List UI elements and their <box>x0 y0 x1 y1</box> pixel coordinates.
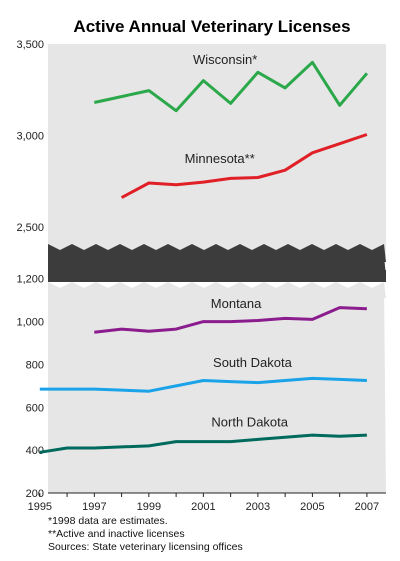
series-label-montana: Montana <box>211 296 262 311</box>
series-label-north-dakota: North Dakota <box>211 415 288 430</box>
panel-top: 3,500 3,000 2,500 Wisconsin* Minnesota** <box>16 39 369 234</box>
series-line-north-dakota <box>39 433 367 454</box>
series-line-wisconsin <box>93 60 369 113</box>
series-label-south-dakota: South Dakota <box>213 355 293 370</box>
y-tick-label-bottom: 200 <box>26 488 44 500</box>
y-tick-label-bottom: 400 <box>26 445 44 457</box>
footnote-3: Sources: State veterinary licensing offi… <box>48 541 243 553</box>
x-tick-label: 2005 <box>300 501 324 513</box>
series-line-minnesota <box>120 133 368 199</box>
y-tick-label-bottom: 800 <box>26 359 44 371</box>
y-tick-label-bottom: 1,000 <box>16 317 44 329</box>
panel-bottom-edge <box>48 282 386 298</box>
series-label-wisconsin: Wisconsin* <box>193 52 257 67</box>
x-tick-label: 1999 <box>137 501 161 513</box>
panel-top-background <box>48 44 386 256</box>
panel-bottom-background <box>48 282 386 493</box>
x-tick-label: 1995 <box>28 501 52 513</box>
x-axis: 1995 1997 1999 2001 2003 2005 2007 <box>28 492 386 513</box>
x-tick-label: 2007 <box>355 501 379 513</box>
x-tick-label: 2003 <box>246 501 270 513</box>
footnote-1: *1998 data are estimates. <box>48 515 168 527</box>
y-tick-label-bottom: 600 <box>26 402 44 414</box>
footnote-2: **Active and inactive licenses <box>48 528 185 540</box>
series-line-montana <box>94 306 367 334</box>
footnotes: *1998 data are estimates. **Active and i… <box>48 515 243 554</box>
panel-bottom: 1,200 1,000 800 600 400 200 Montana South Dakot… <box>16 274 367 500</box>
x-tick-label: 1997 <box>82 501 106 513</box>
axis-break-band-upper <box>48 244 386 262</box>
y-tick-label-top: 2,500 <box>16 222 44 234</box>
y-tick-label-top: 3,000 <box>16 130 44 142</box>
x-tick-label: 2001 <box>191 501 215 513</box>
chart-title: Active Annual Veterinary Licenses <box>73 17 350 36</box>
series-label-minnesota: Minnesota** <box>185 151 255 166</box>
axis-break-band-lower <box>48 270 386 282</box>
panels-layer: 3,500 3,000 2,500 Wisconsin* Minnesota** 1,20… <box>16 39 386 500</box>
y-tick-label-top: 3,500 <box>16 39 44 51</box>
y-tick-label-bottom: 1,200 <box>16 274 44 286</box>
series-line-south-dakota <box>39 376 367 393</box>
